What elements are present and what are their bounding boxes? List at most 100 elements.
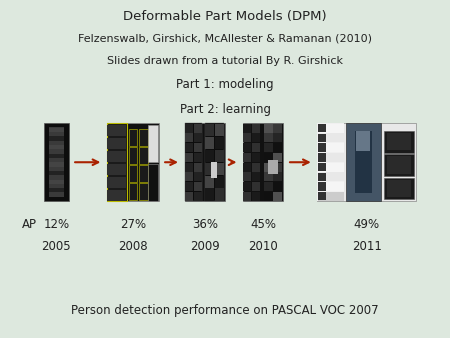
Bar xyxy=(185,182,193,191)
Bar xyxy=(274,192,282,201)
Bar xyxy=(49,128,64,132)
Bar xyxy=(205,189,214,201)
Text: 12%: 12% xyxy=(43,218,69,231)
Bar xyxy=(383,131,414,152)
Bar xyxy=(264,172,273,181)
Bar xyxy=(185,134,193,143)
Bar xyxy=(107,138,126,149)
Bar xyxy=(49,127,64,197)
Text: 2011: 2011 xyxy=(352,240,382,253)
Bar xyxy=(44,123,68,201)
Text: Deformable Part Models (DPM): Deformable Part Models (DPM) xyxy=(123,10,327,23)
Bar xyxy=(317,123,344,201)
Bar xyxy=(355,131,372,193)
Bar xyxy=(49,145,64,149)
Bar xyxy=(185,163,193,172)
Bar xyxy=(205,163,214,175)
Bar xyxy=(318,163,326,171)
Bar xyxy=(107,190,126,201)
Bar xyxy=(49,179,64,184)
Bar xyxy=(318,124,326,132)
Text: Person detection performance on PASCAL VOC 2007: Person detection performance on PASCAL V… xyxy=(71,305,379,317)
Bar xyxy=(194,192,202,201)
Text: 45%: 45% xyxy=(250,218,276,231)
Bar xyxy=(264,153,273,162)
Bar xyxy=(107,177,126,188)
Text: Part 1: modeling: Part 1: modeling xyxy=(176,78,274,91)
Bar xyxy=(318,183,326,191)
Bar xyxy=(194,134,202,143)
Bar xyxy=(185,124,193,133)
Bar xyxy=(194,124,202,133)
Bar xyxy=(107,164,126,175)
Bar xyxy=(129,129,137,146)
Bar xyxy=(318,182,343,191)
Text: Felzenswalb, Girshick, McAllester & Ramanan (2010): Felzenswalb, Girshick, McAllester & Rama… xyxy=(78,34,372,44)
Bar xyxy=(252,134,261,143)
Bar xyxy=(252,124,261,133)
Bar xyxy=(383,154,414,176)
Bar xyxy=(274,163,282,172)
Bar xyxy=(274,134,282,143)
Bar xyxy=(243,192,252,201)
Bar xyxy=(215,124,224,136)
Bar xyxy=(139,147,148,164)
Bar xyxy=(107,125,126,136)
Bar xyxy=(264,192,273,201)
Bar xyxy=(387,180,411,197)
Bar xyxy=(317,123,416,201)
Bar xyxy=(387,133,411,150)
Bar xyxy=(252,153,261,162)
Bar xyxy=(318,153,326,162)
Bar xyxy=(139,165,148,182)
Bar xyxy=(49,188,64,192)
Text: 49%: 49% xyxy=(354,218,380,231)
Bar xyxy=(184,123,202,201)
Bar xyxy=(243,143,252,152)
Text: Slides drawn from a tutorial By R. Girshick: Slides drawn from a tutorial By R. Girsh… xyxy=(107,56,343,66)
Bar xyxy=(243,172,252,181)
Text: Part 2: learning: Part 2: learning xyxy=(180,103,270,116)
Bar xyxy=(252,163,261,172)
Bar xyxy=(107,123,158,201)
Bar xyxy=(194,163,202,172)
Bar xyxy=(215,163,224,175)
Bar xyxy=(243,134,252,143)
Bar xyxy=(318,172,343,181)
Bar xyxy=(264,143,273,152)
Bar xyxy=(318,192,343,201)
Bar xyxy=(243,153,252,162)
Bar xyxy=(49,162,64,167)
Bar xyxy=(346,123,381,201)
Bar xyxy=(139,183,148,200)
Bar xyxy=(215,189,224,201)
Bar xyxy=(49,153,64,158)
Text: AP: AP xyxy=(22,218,37,231)
Bar xyxy=(243,182,252,191)
Bar xyxy=(252,172,261,181)
Text: 2005: 2005 xyxy=(41,240,71,253)
Bar xyxy=(194,172,202,181)
Bar xyxy=(264,124,273,133)
Bar xyxy=(215,175,224,188)
Bar xyxy=(139,129,148,146)
Bar xyxy=(205,150,214,162)
Text: 27%: 27% xyxy=(120,218,146,231)
Bar xyxy=(274,153,282,162)
Text: 2010: 2010 xyxy=(248,240,278,253)
Bar xyxy=(268,160,278,174)
Bar xyxy=(252,182,261,191)
Bar xyxy=(274,124,282,133)
Bar xyxy=(318,192,326,200)
Bar xyxy=(318,163,343,172)
Bar xyxy=(243,124,252,133)
Bar xyxy=(383,178,414,199)
Bar xyxy=(318,153,343,162)
Bar xyxy=(274,143,282,152)
Bar xyxy=(205,123,224,201)
Bar xyxy=(129,183,137,200)
Bar xyxy=(107,123,126,201)
Bar xyxy=(215,150,224,162)
Text: 36%: 36% xyxy=(192,218,218,231)
Text: 2008: 2008 xyxy=(118,240,148,253)
